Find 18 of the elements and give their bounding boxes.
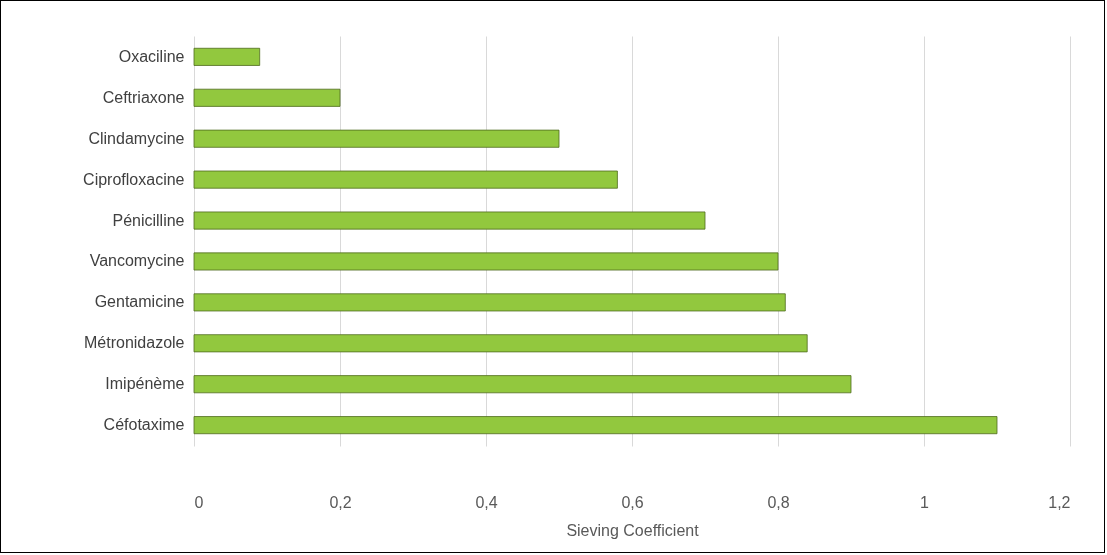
- y-tick-label: Imipénème: [105, 375, 185, 393]
- y-tick-label: Métronidazole: [84, 334, 185, 352]
- y-tick-label: Clindamycine: [88, 129, 185, 147]
- x-tick-label: 0: [194, 493, 204, 511]
- y-tick-label: Ceftriaxone: [102, 88, 185, 106]
- x-tick-label: 1: [920, 493, 930, 511]
- y-tick-label: Oxaciline: [118, 47, 185, 65]
- x-axis-title: Sieving Coefficient: [566, 521, 700, 539]
- y-tick-label: Vancomycine: [89, 252, 185, 270]
- y-tick-label: Céfotaxime: [103, 416, 185, 434]
- x-tick-label: 0,6: [621, 493, 644, 511]
- x-tick-label: 1,2: [1048, 493, 1071, 511]
- x-tick-label: 0,8: [767, 493, 790, 511]
- x-tick-label: 0,4: [475, 493, 498, 511]
- y-tick-label: Ciprofloxacine: [83, 170, 185, 188]
- y-tick-label: Pénicilline: [112, 211, 185, 229]
- y-tick-label: Gentamicine: [94, 293, 185, 311]
- x-tick-label: 0,2: [329, 493, 352, 511]
